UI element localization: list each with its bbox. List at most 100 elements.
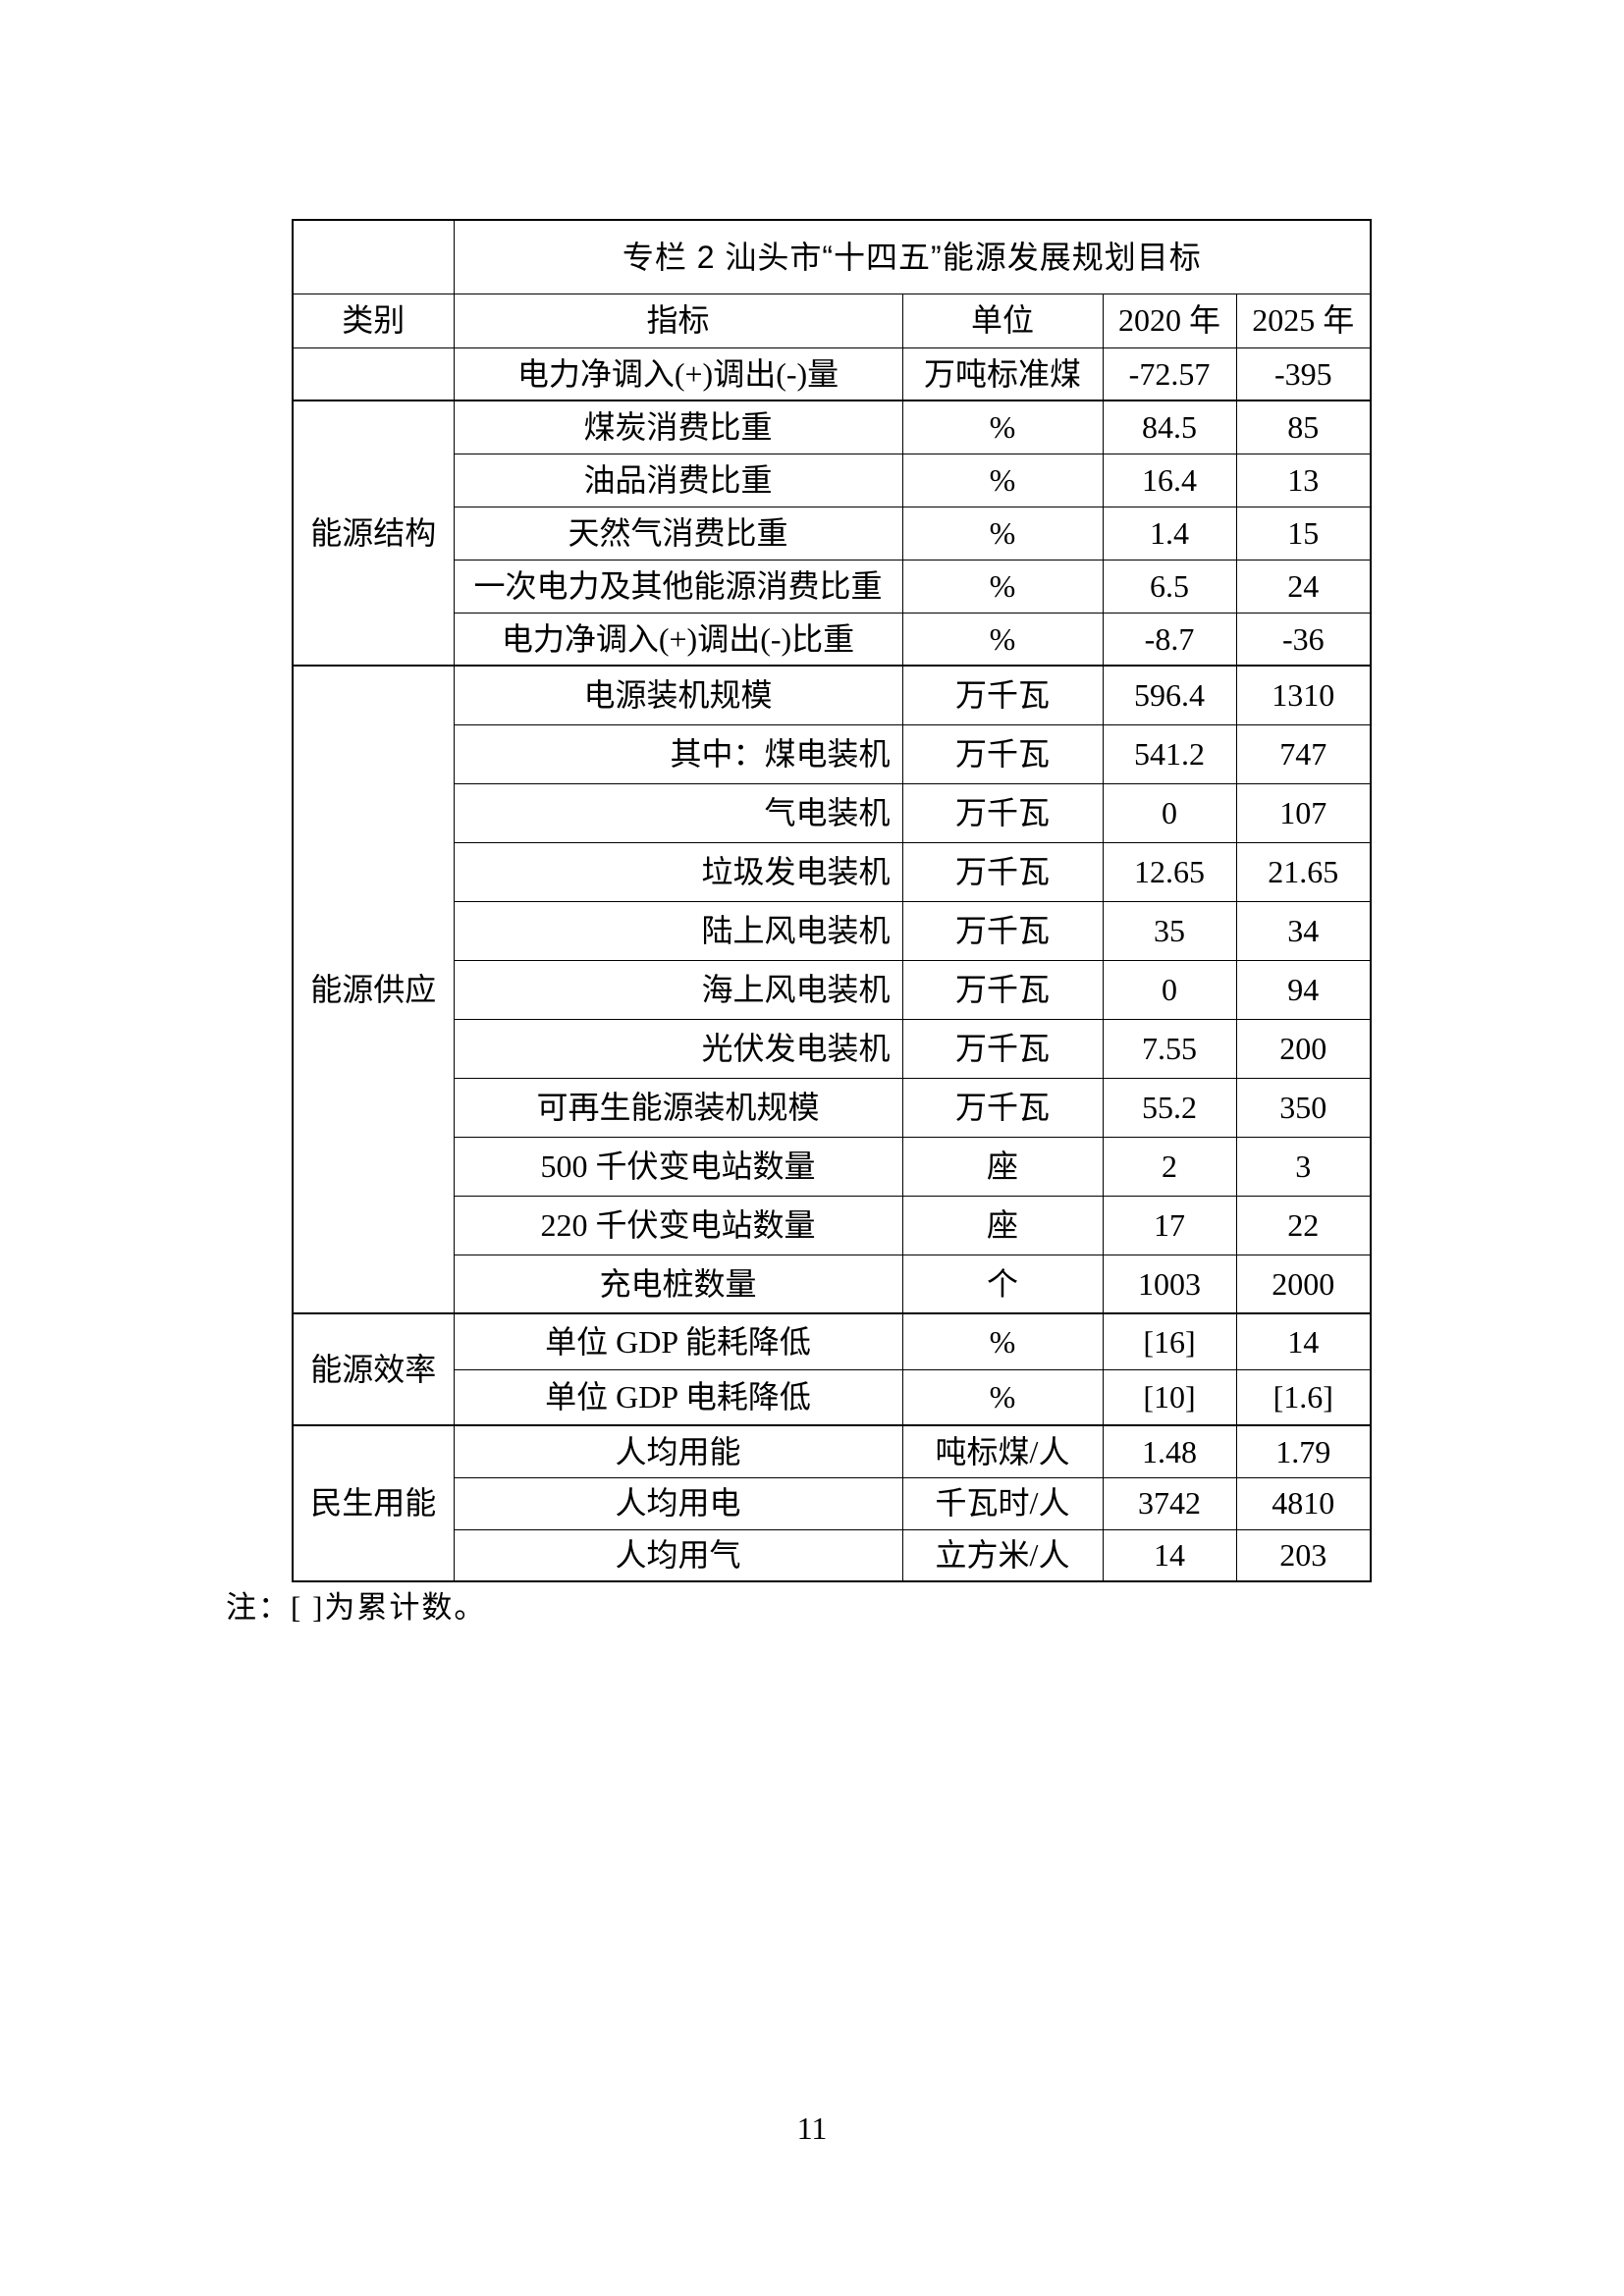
value-2020-cell: 0 xyxy=(1102,959,1237,1020)
value-2020-cell: 3742 xyxy=(1102,1476,1237,1530)
table-header-row: 类别 指标 单位 2020 年 2025 年 xyxy=(292,293,1372,348)
table-row: 民生用能 人均用能 吨标煤/人 1.48 1.79 xyxy=(292,1424,1372,1582)
unit-cell: 立方米/人 xyxy=(901,1528,1104,1582)
value-2020-cell: 7.55 xyxy=(1102,1018,1237,1079)
table-row: 海上风电装机 万千瓦 0 94 xyxy=(293,959,1372,1020)
indicator-cell: 单位 GDP 电耗降低 xyxy=(453,1368,903,1426)
unit-cell: % xyxy=(901,453,1104,507)
category-cell: 民生用能 xyxy=(292,1424,455,1582)
page-number: 11 xyxy=(796,2110,828,2146)
indicator-cell: 人均用气 xyxy=(453,1528,903,1582)
goals-table-container: 专栏 2 汕头市“十四五”能源发展规划目标 类别 指标 单位 2020 年 20… xyxy=(292,219,1373,1582)
table-row: 垃圾发电装机 万千瓦 12.65 21.65 xyxy=(293,841,1372,902)
indicator-cell: 垃圾发电装机 xyxy=(453,841,903,902)
table-row: 人均用电 千瓦时/人 3742 4810 xyxy=(293,1476,1372,1530)
table-row: 充电桩数量个 1003 2000 xyxy=(293,1254,1372,1314)
unit-cell: % xyxy=(901,1312,1104,1370)
table-row: 陆上风电装机 万千瓦 35 34 xyxy=(293,900,1372,961)
unit-cell: 万千瓦 xyxy=(901,841,1104,902)
value-2020-cell: 16.4 xyxy=(1102,453,1237,507)
value-2020-cell: 6.5 xyxy=(1102,559,1237,614)
header-indicator: 指标 xyxy=(453,293,903,348)
value-2020-cell: 596.4 xyxy=(1102,665,1237,725)
corner-cell xyxy=(292,219,455,294)
value-2025-cell: 14 xyxy=(1235,1312,1372,1370)
table-row: 其中：煤电装机 万千瓦 541.2 747 xyxy=(293,723,1372,784)
table-row: 油品消费比重% 16.4 13 xyxy=(293,453,1372,507)
indicator-cell: 油品消费比重 xyxy=(453,453,903,507)
table-row: 光伏发电装机 万千瓦 7.55 200 xyxy=(293,1018,1372,1079)
header-unit: 单位 xyxy=(901,293,1104,348)
unit-cell: 万千瓦 xyxy=(901,665,1104,725)
unit-cell: 吨标煤/人 xyxy=(901,1424,1104,1478)
value-2020-cell: 1003 xyxy=(1102,1254,1237,1314)
value-2020-cell: [16] xyxy=(1102,1312,1237,1370)
value-2020-cell: -72.57 xyxy=(1102,347,1237,401)
indicator-cell: 气电装机 xyxy=(453,782,903,843)
value-2020-cell: 84.5 xyxy=(1102,400,1237,454)
value-2020-cell: 1.48 xyxy=(1102,1424,1237,1478)
value-2025-cell: 1310 xyxy=(1235,665,1372,725)
category-cell xyxy=(292,347,455,401)
category-cell: 能源供应 xyxy=(292,665,455,1314)
value-2020-cell: 541.2 xyxy=(1102,723,1237,784)
indicator-cell: 光伏发电装机 xyxy=(453,1018,903,1079)
value-2025-cell: [1.6] xyxy=(1235,1368,1372,1426)
value-2025-cell: -395 xyxy=(1235,347,1372,401)
value-2025-cell: 21.65 xyxy=(1235,841,1372,902)
indicator-cell: 电力净调入(+)调出(-)量 xyxy=(453,347,903,401)
value-2025-cell: 85 xyxy=(1235,400,1372,454)
category-cell: 能源结构 xyxy=(292,400,455,667)
header-2020: 2020 年 xyxy=(1102,293,1237,348)
unit-cell: 万千瓦 xyxy=(901,959,1104,1020)
indicator-cell: 220 千伏变电站数量 xyxy=(453,1195,903,1255)
indicator-cell: 海上风电装机 xyxy=(453,959,903,1020)
value-2020-cell: 55.2 xyxy=(1102,1077,1237,1138)
table-row: 气电装机 万千瓦 0 107 xyxy=(293,782,1372,843)
value-2025-cell: 34 xyxy=(1235,900,1372,961)
value-2020-cell: 0 xyxy=(1102,782,1237,843)
unit-cell: % xyxy=(901,506,1104,561)
indicator-cell: 人均用电 xyxy=(453,1476,903,1530)
table-row: 能源效率 单位 GDP 能耗降低% [16] 14 xyxy=(292,1312,1372,1426)
value-2025-cell: 15 xyxy=(1235,506,1372,561)
unit-cell: 万千瓦 xyxy=(901,723,1104,784)
table-row: 220 千伏变电站数量座 17 22 xyxy=(293,1195,1372,1255)
value-2025-cell: 24 xyxy=(1235,559,1372,614)
table-row: 电力净调入(+)调出(-)比重% -8.7 -36 xyxy=(293,612,1372,667)
value-2025-cell: 94 xyxy=(1235,959,1372,1020)
indicator-cell: 单位 GDP 能耗降低 xyxy=(453,1312,903,1370)
table-row: 能源供应 电源装机规模 万千瓦 596.4 1310 xyxy=(292,665,1372,1314)
value-2025-cell: 4810 xyxy=(1235,1476,1372,1530)
unit-cell: 万千瓦 xyxy=(901,1077,1104,1138)
unit-cell: % xyxy=(901,559,1104,614)
value-2025-cell: 350 xyxy=(1235,1077,1372,1138)
value-2020-cell: 35 xyxy=(1102,900,1237,961)
indicator-cell: 可再生能源装机规模 xyxy=(453,1077,903,1138)
header-2025: 2025 年 xyxy=(1235,293,1372,348)
value-2025-cell: 13 xyxy=(1235,453,1372,507)
value-2020-cell: 2 xyxy=(1102,1136,1237,1197)
table-row: 能源结构 煤炭消费比重% 84.5 85 xyxy=(292,400,1372,667)
indicator-cell: 其中：煤电装机 xyxy=(453,723,903,784)
unit-cell: % xyxy=(901,612,1104,667)
header-category: 类别 xyxy=(292,293,455,348)
value-2025-cell: 22 xyxy=(1235,1195,1372,1255)
table-row: 电力净调入(+)调出(-)量 万吨标准煤 -72.57 -395 xyxy=(292,347,1372,401)
table-body: 电力净调入(+)调出(-)量 万吨标准煤 -72.57 -395 能源结构 煤炭消费比重%… xyxy=(292,347,1372,1582)
indicator-cell: 一次电力及其他能源消费比重 xyxy=(453,559,903,614)
value-2020-cell: 1.4 xyxy=(1102,506,1237,561)
value-2020-cell: 17 xyxy=(1102,1195,1237,1255)
value-2025-cell: -36 xyxy=(1235,612,1372,667)
value-2025-cell: 203 xyxy=(1235,1528,1372,1582)
table-footnote: 注：[ ]为累计数。 xyxy=(226,1590,487,1625)
value-2020-cell: 12.65 xyxy=(1102,841,1237,902)
table-row: 可再生能源装机规模 万千瓦 55.2 350 xyxy=(293,1077,1372,1138)
unit-cell: 千瓦时/人 xyxy=(901,1476,1104,1530)
unit-cell: 万千瓦 xyxy=(901,1018,1104,1079)
indicator-cell: 人均用能 xyxy=(453,1424,903,1478)
indicator-cell: 电力净调入(+)调出(-)比重 xyxy=(453,612,903,667)
value-2025-cell: 2000 xyxy=(1235,1254,1372,1314)
unit-cell: % xyxy=(901,400,1104,454)
